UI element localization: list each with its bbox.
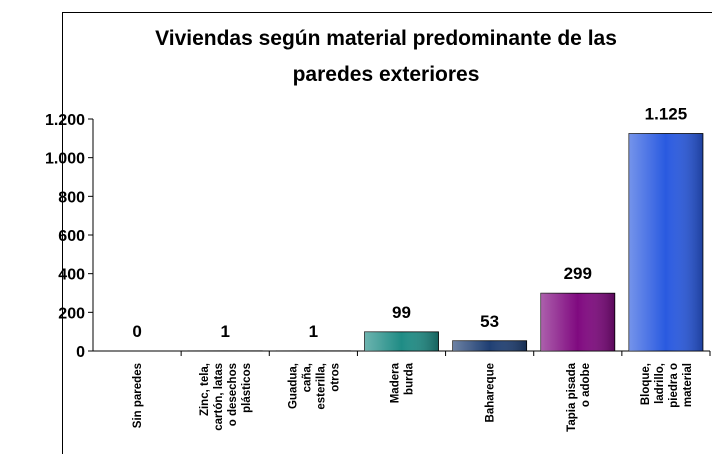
data-label: 99: [392, 303, 411, 322]
y-tick-label: 400: [58, 267, 85, 284]
data-label: 1: [309, 322, 318, 341]
x-tick-label: material: [682, 363, 694, 407]
x-tick-label: o desechos: [227, 363, 239, 426]
x-tick-label: plásticos: [241, 363, 253, 413]
data-label: 53: [480, 312, 499, 331]
x-tick-label: burda: [404, 362, 416, 395]
chart-frame: [62, 12, 712, 454]
y-tick-label: 800: [58, 189, 85, 206]
x-tick-label: Bloque,: [640, 363, 652, 405]
x-tick-label: piedra o: [668, 363, 680, 408]
x-tick-label: o adobe: [580, 363, 592, 407]
bar-shade: [452, 340, 527, 351]
y-tick-label: 600: [58, 228, 85, 245]
y-tick-label: 1.000: [45, 151, 85, 168]
data-label: 1.125: [645, 105, 688, 124]
x-tick-label: caña,: [301, 363, 313, 392]
x-tick-label: Bahareque: [485, 363, 497, 422]
x-tick-label: otros: [329, 363, 341, 392]
x-tick-label: Guadua,: [287, 363, 299, 409]
chart-title: Viviendas según material predominante de…: [155, 27, 617, 50]
data-label: 1: [220, 322, 229, 341]
bar-shade: [364, 331, 439, 351]
bar-shade: [628, 133, 703, 351]
x-tick-label: Tapia pisada: [566, 362, 578, 431]
y-tick-label: 0: [76, 344, 85, 361]
data-label: 299: [564, 264, 592, 283]
x-tick-label: ladrillo,: [654, 363, 666, 404]
x-tick-label: Zinc, tela,: [199, 363, 211, 416]
x-tick-label: cartón, latas: [213, 363, 225, 431]
y-tick-label: 1.200: [45, 112, 85, 129]
x-tick-label: Madera: [390, 362, 402, 403]
x-tick-label: esterilla,: [315, 363, 327, 410]
y-tick-label: 200: [58, 305, 85, 322]
x-tick-label: Sin paredes: [132, 363, 144, 428]
chart-title: paredes exteriores: [293, 63, 480, 86]
bar-shade: [540, 293, 615, 351]
data-label: 0: [132, 322, 141, 341]
